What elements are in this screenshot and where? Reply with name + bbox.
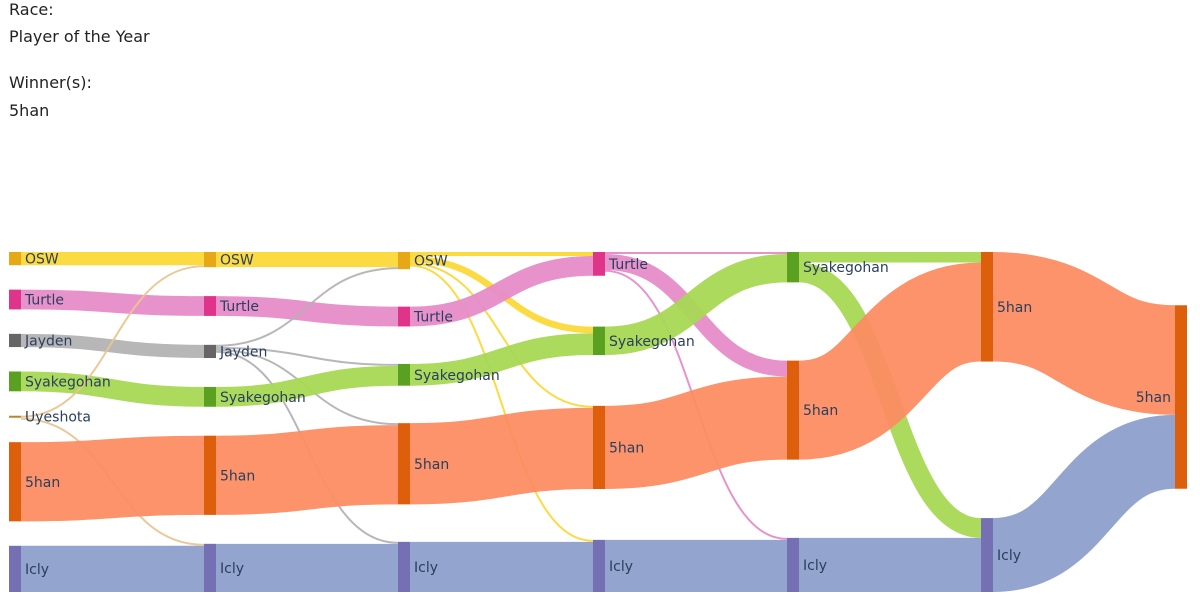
sankey-label-n2_icly: Icly <box>414 560 438 576</box>
sankey-node-n2_osw[interactable] <box>398 252 410 270</box>
sankey-link-n4_5han-n5_5han <box>796 262 984 460</box>
sankey-node-n3_icly[interactable] <box>593 539 605 592</box>
sankey-label-n3_icly: Icly <box>609 559 633 575</box>
winner-label: Winner(s): <box>9 73 92 92</box>
sankey-node-n3_turtle[interactable] <box>593 252 605 276</box>
sankey-node-n4_syake[interactable] <box>787 252 799 283</box>
sankey-label-n2_5han: 5han <box>414 457 449 473</box>
sankey-node-n6_5han[interactable] <box>1175 305 1187 489</box>
sankey-node-n2_syake[interactable] <box>398 363 410 386</box>
sankey-node-n1_osw[interactable] <box>204 252 216 268</box>
sankey-link-n1_turtle-n2_turtle <box>215 296 399 327</box>
sankey-label-n0_jayden: Jayden <box>24 333 72 349</box>
sankey-link-n1_jayden-n2_osw <box>215 267 399 347</box>
sankey-label-n1_osw: OSW <box>220 253 254 269</box>
sankey-label-n3_syake: Syakegohan <box>609 334 695 350</box>
sankey-label-n5_5han: 5han <box>997 300 1032 316</box>
sankey-node-n0_icly[interactable] <box>9 545 21 592</box>
sankey-link-n2_turtle-n3_turtle <box>409 255 594 327</box>
sankey-label-n0_5han: 5han <box>25 475 60 491</box>
sankey-node-n2_5han[interactable] <box>398 423 410 505</box>
sankey-label-n3_5han: 5han <box>609 440 644 456</box>
sankey-node-n1_syake[interactable] <box>204 386 216 407</box>
nodes-layer <box>9 252 1187 592</box>
sankey-label-n0_uyeshota: Uyeshota <box>25 410 91 426</box>
sankey-link-n5_5han-n6_5han <box>991 252 1177 415</box>
sankey-label-n1_turtle: Turtle <box>219 299 259 315</box>
sankey-node-n0_5han[interactable] <box>9 442 21 522</box>
sankey-node-n1_5han[interactable] <box>204 435 216 515</box>
sankey-link-n3_5han-n4_5han <box>604 376 788 490</box>
sankey-link-n0_jayden-n1_jayden <box>20 333 205 359</box>
sankey-label-n4_icly: Icly <box>803 558 827 574</box>
sankey-link-n5_icly-n6_5han <box>990 414 1178 592</box>
sankey-node-n0_uyeshota[interactable] <box>9 415 21 418</box>
sankey-link-n2_osw-n3_5han <box>409 262 594 408</box>
sankey-link-n0_turtle-n1_turtle <box>20 289 205 316</box>
sankey-node-n4_icly[interactable] <box>787 537 799 592</box>
sankey-link-n0_uyeshota-n1_osw <box>20 265 205 418</box>
sankey-link-n2_osw-n3_icly <box>409 264 594 542</box>
sankey-label-n5_icly: Icly <box>997 548 1021 564</box>
sankey-node-n2_turtle[interactable] <box>398 306 410 327</box>
sankey-node-n0_jayden[interactable] <box>9 333 21 348</box>
sankey-link-n2_5han-n3_5han <box>409 407 594 505</box>
sankey-label-n2_osw: OSW <box>414 254 448 270</box>
sankey-node-n3_syake[interactable] <box>593 326 605 355</box>
sankey-node-n0_turtle[interactable] <box>9 289 21 310</box>
sankey-label-n3_turtle: Turtle <box>608 257 648 273</box>
sankey-node-n1_jayden[interactable] <box>204 344 216 359</box>
sankey-label-n4_syake: Syakegohan <box>803 260 889 276</box>
sankey-node-n2_icly[interactable] <box>398 541 410 592</box>
sankey-node-n3_5han[interactable] <box>593 405 605 490</box>
sankey-link-n3_syake-n4_syake <box>604 253 788 355</box>
sankey-node-n4_5han[interactable] <box>787 360 799 460</box>
labels-layer: OSW Turtle Jayden Syakegohan Uyeshota 5han Icl… <box>24 252 1171 578</box>
sankey-label-n0_osw: OSW <box>25 252 59 268</box>
sankey-link-n2_syake-n3_syake <box>409 333 594 386</box>
sankey-label-n0_turtle: Turtle <box>24 293 64 309</box>
sankey-node-n1_icly[interactable] <box>204 543 216 592</box>
sankey-label-n1_jayden: Jayden <box>219 344 267 360</box>
sankey-label-n0_syake: Syakegohan <box>25 374 111 390</box>
sankey-node-n0_osw[interactable] <box>9 252 21 266</box>
winner-value: 5han <box>9 101 50 120</box>
sankey-label-n6_5han: 5han <box>1136 390 1171 406</box>
sankey-label-n1_icly: Icly <box>220 561 244 577</box>
sankey-link-n1_syake-n2_syake <box>215 365 399 407</box>
race-value: Player of the Year <box>9 27 150 46</box>
sankey-link-n1_jayden-n2_syake <box>215 346 399 366</box>
sankey-node-n0_syake[interactable] <box>9 371 21 392</box>
sankey-label-n0_icly: Icly <box>25 562 49 578</box>
sankey-link-n1_5han-n2_5han <box>215 425 399 515</box>
sankey-label-n4_5han: 5han <box>803 403 838 419</box>
sankey-label-n1_syake: Syakegohan <box>220 390 306 406</box>
sankey-label-n2_syake: Syakegohan <box>414 368 500 384</box>
sankey-link-n0_5han-n1_5han <box>20 435 205 522</box>
sankey-link-n0_syake-n1_syake <box>20 371 205 407</box>
race-label: Race: <box>9 0 54 19</box>
sankey-label-n1_5han: 5han <box>220 468 255 484</box>
sankey-node-n5_icly[interactable] <box>981 518 993 592</box>
links-layer <box>20 251 1178 593</box>
sankey-node-n1_turtle[interactable] <box>204 296 216 316</box>
sankey-node-n5_5han[interactable] <box>981 252 993 362</box>
sankey-label-n2_turtle: Turtle <box>413 310 453 326</box>
